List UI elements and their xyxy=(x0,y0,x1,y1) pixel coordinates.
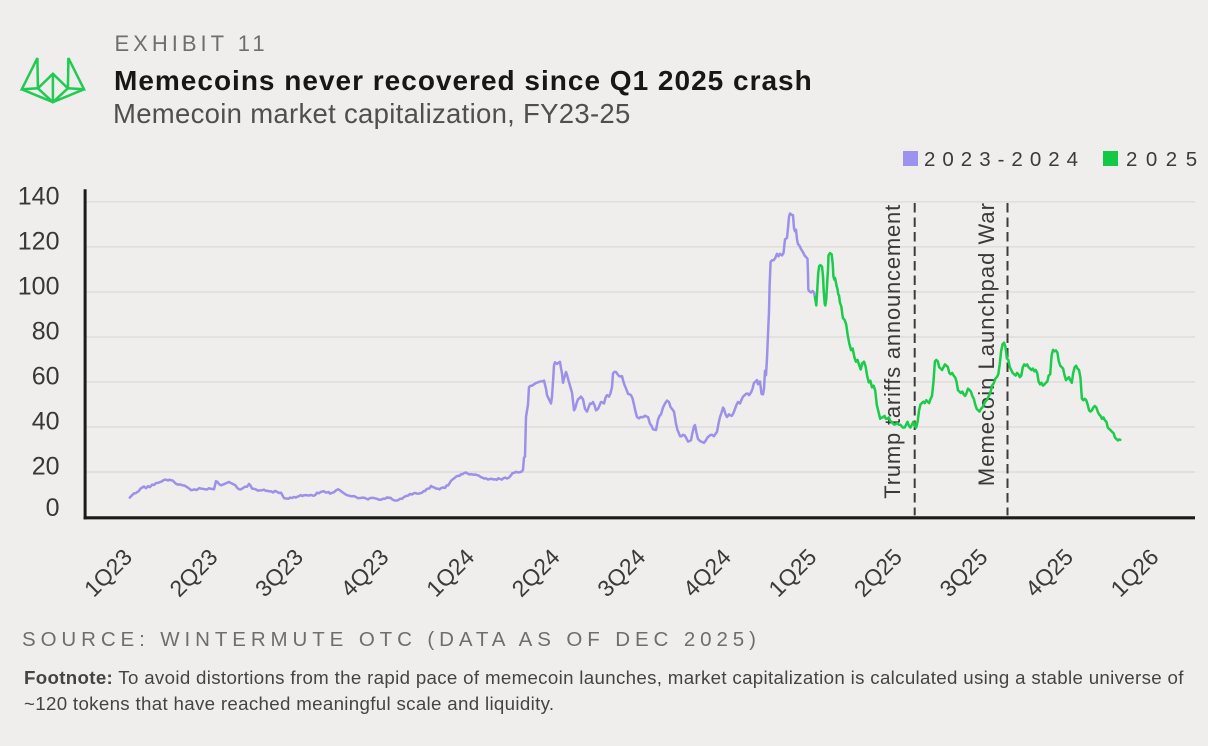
svg-text:2Q23: 2Q23 xyxy=(164,544,222,602)
svg-text:20: 20 xyxy=(32,453,60,481)
svg-text:1Q25: 1Q25 xyxy=(763,544,821,602)
svg-text:1Q23: 1Q23 xyxy=(79,544,137,602)
svg-text:0: 0 xyxy=(46,494,60,522)
svg-text:4Q23: 4Q23 xyxy=(335,544,393,602)
svg-text:Trump tariffs announcement: Trump tariffs announcement xyxy=(880,204,905,499)
svg-text:4Q24: 4Q24 xyxy=(678,544,736,602)
svg-text:4Q25: 4Q25 xyxy=(1020,544,1078,602)
svg-text:40: 40 xyxy=(32,407,60,435)
svg-text:3Q25: 3Q25 xyxy=(934,544,992,602)
svg-text:2Q24: 2Q24 xyxy=(507,544,565,602)
svg-text:100: 100 xyxy=(18,272,60,300)
svg-text:140: 140 xyxy=(18,182,60,210)
svg-text:2Q25: 2Q25 xyxy=(849,544,907,602)
svg-text:60: 60 xyxy=(32,362,60,390)
svg-text:3Q23: 3Q23 xyxy=(250,544,308,602)
svg-text:120: 120 xyxy=(18,227,60,255)
svg-text:1Q24: 1Q24 xyxy=(421,544,479,602)
svg-text:80: 80 xyxy=(32,317,60,345)
svg-text:3Q24: 3Q24 xyxy=(592,544,650,602)
svg-text:1Q26: 1Q26 xyxy=(1105,544,1163,602)
svg-text:Memecoin Launchpad War: Memecoin Launchpad War xyxy=(974,202,999,486)
